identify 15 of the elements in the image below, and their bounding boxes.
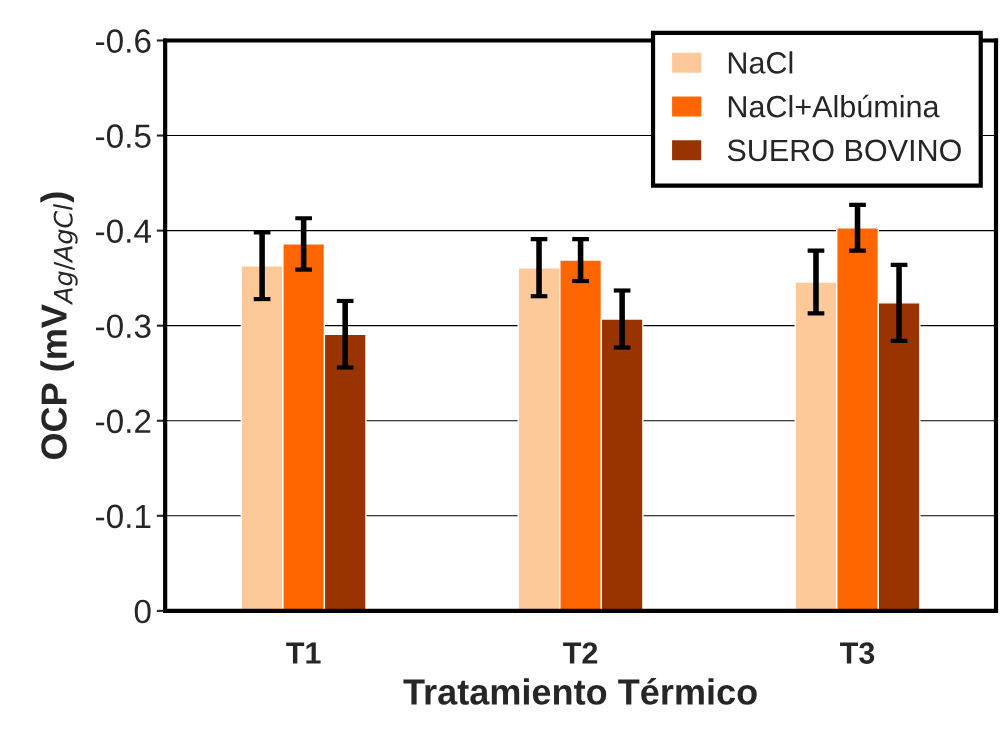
- y-axis-title: OCP (mV$_{Ag/AgCl}$): [40, 192, 78, 460]
- x-tick-label: T2: [563, 642, 598, 664]
- y-tick-label: -0.1: [96, 504, 151, 529]
- y-tick-label: -0.6: [96, 29, 151, 53]
- y-tick-label: -0.2: [96, 409, 151, 434]
- x-tick-label: T1: [286, 642, 321, 664]
- y-tick-label: -0.4: [96, 219, 151, 244]
- y-tick-label: -0.3: [96, 314, 151, 339]
- x-axis-title: Tratamiento Térmico: [403, 677, 757, 705]
- legend-label: SUERO BOVINO: [727, 139, 961, 162]
- y-tick-label: 0: [134, 599, 151, 624]
- x-tick-label: T3: [840, 642, 875, 664]
- legend-label: NaCl: [728, 51, 793, 74]
- y-tick-label: -0.5: [96, 124, 151, 148]
- legend-label: NaCl+Albúmina: [728, 94, 940, 118]
